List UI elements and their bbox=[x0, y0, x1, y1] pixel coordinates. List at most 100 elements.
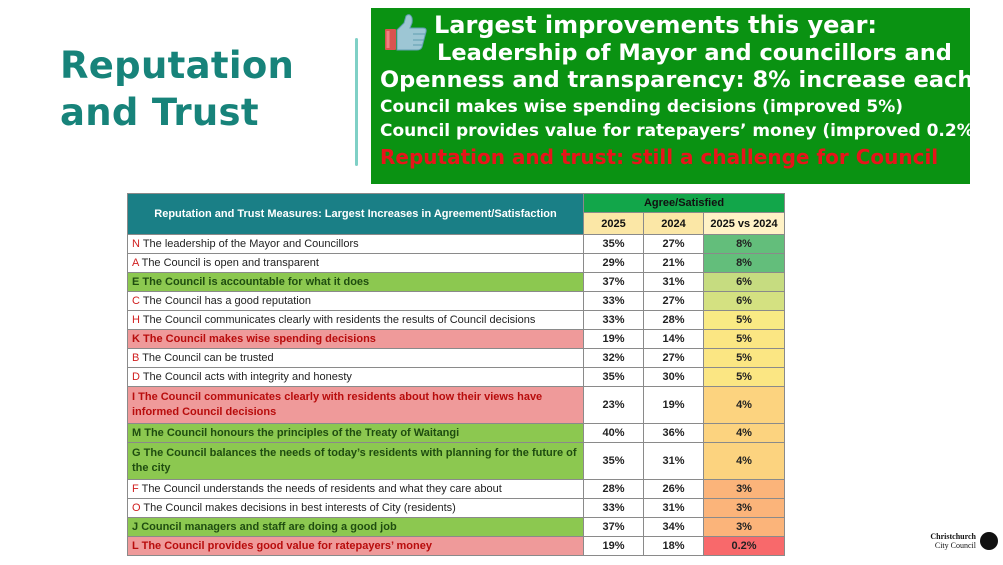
value-2025: 19% bbox=[583, 536, 644, 556]
measure-cell: G The Council balances the needs of toda… bbox=[127, 442, 584, 480]
page-title: Reputation and Trust bbox=[60, 42, 294, 136]
measure-text: The Council balances the needs of today’… bbox=[132, 447, 577, 474]
value-2024: 28% bbox=[643, 310, 704, 330]
col-header-2024: 2024 bbox=[643, 212, 704, 235]
measure-letter: I bbox=[132, 391, 136, 403]
logo-mark bbox=[980, 532, 998, 550]
value-diff: 3% bbox=[702, 517, 786, 537]
value-diff: 4% bbox=[702, 442, 786, 480]
measure-cell: I The Council communicates clearly with … bbox=[127, 386, 584, 424]
measure-cell: D The Council acts with integrity and ho… bbox=[127, 367, 584, 387]
measure-text: The Council acts with integrity and hone… bbox=[142, 370, 352, 383]
table-body: N The leadership of the Mayor and Counci… bbox=[127, 234, 786, 556]
value-2025: 40% bbox=[583, 423, 644, 443]
value-2024: 19% bbox=[643, 386, 704, 424]
table-row: A The Council is open and transparent 29%… bbox=[127, 253, 786, 273]
page-title-line1: Reputation bbox=[60, 44, 295, 87]
measure-letter: C bbox=[132, 294, 140, 307]
measure-text: The Council honours the principles of th… bbox=[144, 426, 460, 439]
value-2024: 34% bbox=[643, 517, 704, 537]
measure-cell: B The Council can be trusted bbox=[127, 348, 584, 368]
value-2024: 31% bbox=[643, 498, 704, 518]
measure-text: The Council can be trusted bbox=[142, 351, 274, 364]
value-2025: 33% bbox=[583, 310, 644, 330]
measure-letter: K bbox=[132, 332, 140, 345]
value-diff: 5% bbox=[702, 367, 786, 387]
value-diff: 6% bbox=[702, 272, 786, 292]
table-row: B The Council can be trusted 32% 27% 5% bbox=[127, 348, 786, 368]
measure-text: The Council makes wise spending decision… bbox=[143, 332, 376, 345]
value-2024: 27% bbox=[643, 348, 704, 368]
value-2024: 21% bbox=[643, 253, 704, 273]
highlights-box: Largest improvements this year: Leadersh… bbox=[371, 8, 970, 184]
measure-text: The Council communicates clearly with re… bbox=[132, 391, 543, 418]
measure-text: The Council understands the needs of res… bbox=[141, 482, 502, 495]
value-diff: 3% bbox=[702, 498, 786, 518]
value-2024: 31% bbox=[643, 272, 704, 292]
table-row: J Council managers and staff are doing a… bbox=[127, 517, 786, 537]
col-header-2025: 2025 bbox=[583, 212, 644, 235]
value-2025: 35% bbox=[583, 234, 644, 254]
value-diff: 5% bbox=[702, 348, 786, 368]
highlights-warning: Reputation and trust: still a challenge … bbox=[380, 145, 939, 169]
value-2024: 31% bbox=[643, 442, 704, 480]
highlights-line-4: Council makes wise spending decisions (i… bbox=[380, 97, 904, 117]
value-diff: 8% bbox=[702, 234, 786, 254]
value-2024: 26% bbox=[643, 479, 704, 499]
value-diff: 5% bbox=[702, 310, 786, 330]
measure-cell: K The Council makes wise spending decisi… bbox=[127, 329, 584, 349]
table-row: F The Council understands the needs of r… bbox=[127, 479, 786, 499]
measure-text: The Council makes decisions in best inte… bbox=[143, 501, 456, 514]
value-2025: 35% bbox=[583, 367, 644, 387]
table-row: H The Council communicates clearly with … bbox=[127, 310, 786, 330]
highlights-line-3: Openness and transparency: 8% increase e… bbox=[380, 67, 970, 93]
measure-text: The leadership of the Mayor and Councill… bbox=[142, 237, 359, 250]
thumbs-up-icon bbox=[385, 14, 427, 51]
measure-cell: H The Council communicates clearly with … bbox=[127, 310, 584, 330]
measure-cell: O The Council makes decisions in best in… bbox=[127, 498, 584, 518]
measure-letter: A bbox=[132, 256, 139, 269]
value-2024: 14% bbox=[643, 329, 704, 349]
council-logo: Christchurch City Council bbox=[930, 530, 1000, 554]
measure-text: Council managers and staff are doing a g… bbox=[141, 520, 397, 533]
measure-text: The Council is accountable for what it d… bbox=[142, 275, 370, 288]
table-row: D The Council acts with integrity and ho… bbox=[127, 367, 786, 387]
measure-cell: N The leadership of the Mayor and Counci… bbox=[127, 234, 584, 254]
measure-letter: B bbox=[132, 351, 140, 364]
vertical-divider bbox=[355, 38, 358, 166]
value-2025: 33% bbox=[583, 498, 644, 518]
table-row: C The Council has a good reputation 33% 27… bbox=[127, 291, 786, 311]
highlights-line-5: Council provides value for ratepayers’ m… bbox=[380, 121, 970, 141]
logo-line1: Christchurch bbox=[930, 532, 976, 541]
value-2025: 33% bbox=[583, 291, 644, 311]
value-diff: 6% bbox=[702, 291, 786, 311]
value-2025: 32% bbox=[583, 348, 644, 368]
measure-cell: A The Council is open and transparent bbox=[127, 253, 584, 273]
value-diff: 8% bbox=[702, 253, 786, 273]
value-2025: 35% bbox=[583, 442, 644, 480]
value-diff: 5% bbox=[702, 329, 786, 349]
value-2024: 30% bbox=[643, 367, 704, 387]
measure-cell: C The Council has a good reputation bbox=[127, 291, 584, 311]
highlights-heading: Largest improvements this year: bbox=[434, 11, 878, 39]
measure-letter: J bbox=[132, 520, 139, 533]
table-row: N The leadership of the Mayor and Counci… bbox=[127, 234, 786, 254]
value-diff: 0.2% bbox=[702, 536, 786, 556]
measure-text: The Council provides good value for rate… bbox=[141, 539, 432, 552]
value-2024: 18% bbox=[643, 536, 704, 556]
value-2025: 29% bbox=[583, 253, 644, 273]
table-row: I The Council communicates clearly with … bbox=[127, 386, 786, 424]
measure-text: The Council has a good reputation bbox=[142, 294, 311, 307]
table-row: M The Council honours the principles of … bbox=[127, 423, 786, 443]
group-header: Agree/Satisfied bbox=[582, 192, 786, 214]
table-row: K The Council makes wise spending decisi… bbox=[127, 329, 786, 349]
value-2024: 27% bbox=[643, 234, 704, 254]
measure-letter: D bbox=[132, 370, 140, 383]
logo-line2: City Council bbox=[934, 541, 976, 550]
measure-letter: E bbox=[132, 275, 140, 288]
value-diff: 3% bbox=[702, 479, 786, 499]
measures-table: Reputation and Trust Measures: Largest I… bbox=[127, 192, 786, 556]
value-2025: 23% bbox=[583, 386, 644, 424]
measure-letter: M bbox=[132, 426, 142, 439]
value-2025: 37% bbox=[583, 517, 644, 537]
